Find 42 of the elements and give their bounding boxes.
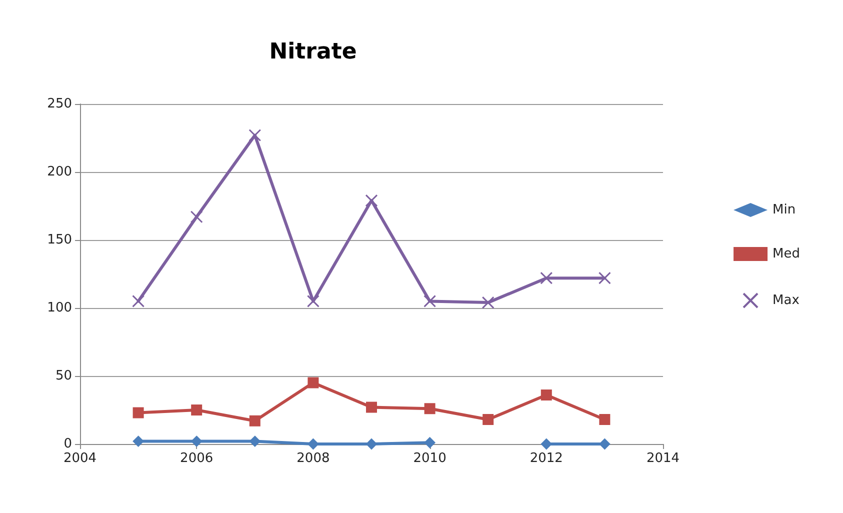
y-tick-label: 50 <box>55 368 72 384</box>
legend-label: Max <box>772 293 800 308</box>
y-tick-label: 200 <box>47 164 72 180</box>
legend-label: Med <box>772 246 800 262</box>
x-tick-label: 2006 <box>180 451 214 466</box>
point <box>248 129 262 142</box>
point <box>540 438 552 450</box>
point <box>308 438 319 450</box>
point <box>306 294 320 308</box>
x-tick-label: 2014 <box>646 451 680 466</box>
chart-title: Nitrate <box>269 40 357 64</box>
y-tick-label: 150 <box>47 232 72 248</box>
point <box>599 438 610 450</box>
point <box>308 377 319 388</box>
point <box>598 272 611 284</box>
point <box>132 294 145 308</box>
point <box>424 437 436 448</box>
y-tick-label: 100 <box>47 300 72 316</box>
x-tick-label: 2010 <box>413 451 446 466</box>
y-tick-label: 250 <box>47 96 72 112</box>
x-tick-label: 2004 <box>63 451 97 466</box>
point <box>249 436 260 447</box>
x-tick-label: 2012 <box>530 451 563 466</box>
point <box>482 414 494 426</box>
legend-label: Min <box>772 202 796 218</box>
point <box>191 436 202 447</box>
point <box>424 403 436 414</box>
y-tick-label: 0 <box>64 436 72 452</box>
point <box>366 438 377 450</box>
point <box>132 436 144 447</box>
point <box>424 294 436 308</box>
point <box>190 210 203 224</box>
point <box>540 390 552 401</box>
point <box>249 415 260 426</box>
x-tick-label: 2008 <box>296 451 330 466</box>
point <box>599 414 610 426</box>
point <box>191 404 202 416</box>
point <box>540 272 553 284</box>
point <box>365 194 378 207</box>
point <box>482 296 494 309</box>
point <box>366 402 377 413</box>
point <box>132 407 144 418</box>
